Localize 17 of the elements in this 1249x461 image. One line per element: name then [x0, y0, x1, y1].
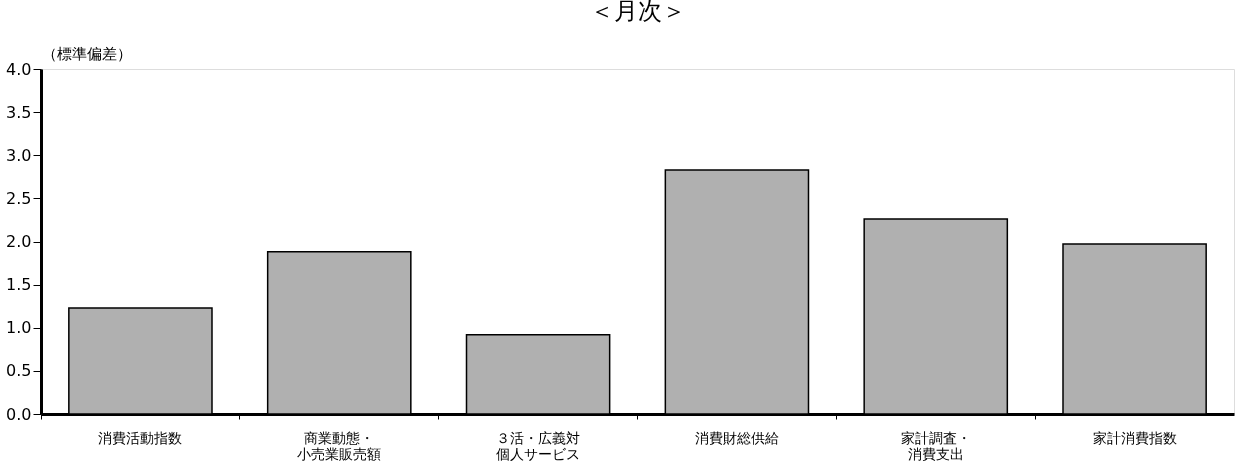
x-tick-label: ３活・広義対個人サービス: [496, 429, 581, 461]
x-tick-label: 商業動態・小売業販売額: [297, 429, 382, 461]
y-tick-label: 2.0: [6, 232, 32, 251]
y-tick-label: 4.0: [6, 59, 32, 79]
y-tick-label: 1.5: [6, 275, 32, 295]
y-tick-label: 3.5: [6, 102, 32, 122]
chart-title: ＜月次＞: [589, 0, 686, 25]
x-tick-label: 消費活動指数: [98, 429, 183, 446]
x-tick-label: 消費財総供給: [694, 429, 779, 446]
y-axis-title: （標準偏差）: [41, 44, 132, 63]
y-tick-label: 1.0: [6, 318, 32, 338]
y-tick-label: 2.5: [6, 188, 32, 208]
y-tick-label: 0.0: [6, 404, 32, 424]
x-tick-label: 家計調査・消費支出: [900, 429, 971, 461]
x-tick-label: 家計消費指数: [1092, 429, 1177, 446]
y-tick-label: 0.5: [6, 361, 32, 381]
y-tick-label: 3.0: [6, 145, 32, 165]
